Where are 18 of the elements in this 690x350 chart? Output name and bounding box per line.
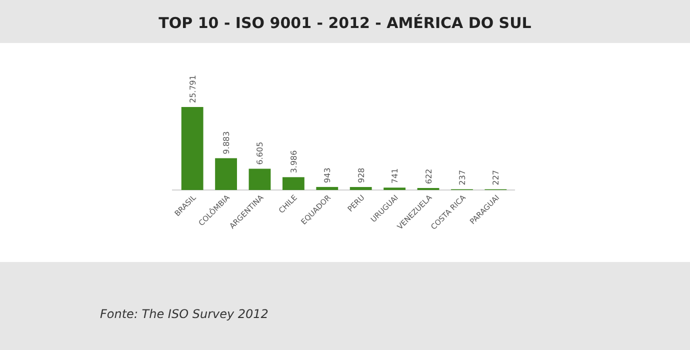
data-label: 3.986 <box>289 150 298 174</box>
bar <box>316 186 338 190</box>
data-label: 237 <box>458 170 467 186</box>
bar <box>350 187 372 190</box>
data-label: 741 <box>390 168 400 184</box>
data-label: 928 <box>356 168 366 184</box>
bar <box>248 168 271 190</box>
chart-title: TOP 10 - ISO 9001 - 2012 - AMÉRICA DO SUL <box>158 14 532 32</box>
data-label: 9.883 <box>222 131 232 154</box>
bar <box>215 158 237 190</box>
data-label: 227 <box>492 170 501 186</box>
source-note: Fonte: The ISO Survey 2012 <box>100 307 268 321</box>
bar <box>181 107 204 190</box>
data-label: 6.605 <box>256 142 265 165</box>
data-label: 25.791 <box>188 75 198 103</box>
data-label: 943 <box>323 168 332 183</box>
bar <box>282 177 304 190</box>
data-label: 622 <box>424 168 434 184</box>
